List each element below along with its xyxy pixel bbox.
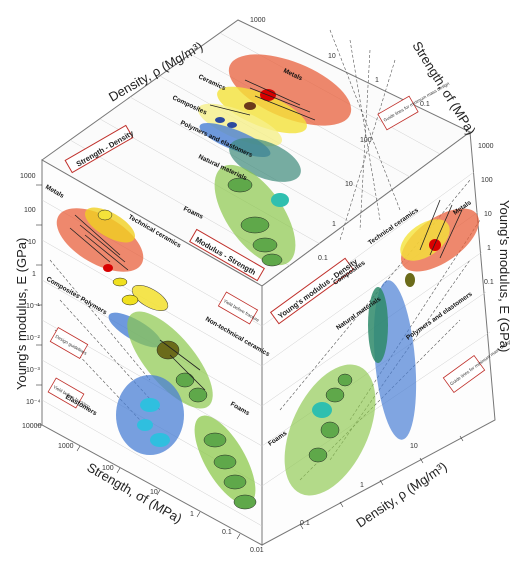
tick-modulus-left-4: 10⁻¹ bbox=[26, 303, 40, 310]
tick-labels: 1000 10 1 0.1 100 10 1 0.1 1000 100 10 1… bbox=[20, 17, 494, 554]
tick-strength-bottom-4: 1 bbox=[190, 511, 194, 518]
tick-density-top-2: 1 bbox=[375, 77, 379, 84]
tick-modulus-right-3: 1 bbox=[487, 245, 491, 252]
tick-modulus-left-7: 10⁻⁴ bbox=[26, 399, 41, 406]
tick-modulus-left-2: 10 bbox=[28, 239, 36, 246]
edge-tick-marks bbox=[36, 184, 464, 540]
tick-modulus-right-4: 0.1 bbox=[484, 279, 494, 286]
metals-bubble-left bbox=[56, 208, 144, 272]
composites-bubble-left bbox=[131, 285, 169, 311]
tick-density-top-3: 0.1 bbox=[420, 101, 430, 108]
left-face-bubbles bbox=[56, 207, 257, 510]
tick-density-top-0: 1000 bbox=[250, 17, 266, 24]
tick-strength-bottom-2: 100 bbox=[102, 465, 114, 472]
tick-modulus-left-6: 10⁻³ bbox=[26, 367, 40, 374]
tick-density-top-1: 10 bbox=[328, 53, 336, 60]
right-face-bubbles bbox=[284, 199, 479, 496]
tick-strength-right-0: 100 bbox=[360, 137, 372, 144]
tick-modulus-right-2: 10 bbox=[484, 211, 492, 218]
tick-modulus-right-1: 100 bbox=[481, 177, 493, 184]
tick-density-bottom-0: 0.1 bbox=[300, 520, 310, 527]
metals-bubble-top bbox=[228, 54, 352, 126]
tick-modulus-left-5: 10⁻² bbox=[26, 335, 40, 342]
tick-strength-right-3: 0.1 bbox=[318, 255, 328, 262]
tech-ceramics-bubble-left bbox=[85, 207, 135, 243]
tick-strength-bottom-0: 10000 bbox=[22, 423, 42, 430]
tick-strength-bottom-1: 1000 bbox=[58, 443, 74, 450]
tick-modulus-left-1: 100 bbox=[24, 207, 36, 214]
ceramics-bubble-top bbox=[217, 86, 307, 134]
tick-density-bottom-2: 10 bbox=[410, 443, 418, 450]
elastomers-bubble-left bbox=[116, 375, 184, 455]
tick-modulus-left-3: 1 bbox=[32, 271, 36, 278]
composites-bubble-top bbox=[197, 103, 283, 147]
tick-modulus-right-0: 1000 bbox=[478, 143, 494, 150]
tick-strength-bottom-6: 0.01 bbox=[250, 547, 264, 554]
axis-modulus-left: Young's modulus, E (GPa) bbox=[14, 238, 29, 390]
axis-modulus-right: Young's modulus, E (GPa) bbox=[497, 200, 510, 352]
tick-strength-bottom-3: 10 bbox=[150, 489, 158, 496]
top-face-bubbles bbox=[197, 54, 352, 267]
natural-bubble-right bbox=[368, 287, 388, 363]
tick-strength-right-1: 10 bbox=[345, 181, 353, 188]
tick-strength-right-2: 1 bbox=[332, 221, 336, 228]
tick-modulus-left-0: 1000 bbox=[20, 173, 36, 180]
tick-density-bottom-1: 1 bbox=[360, 482, 364, 489]
tick-strength-bottom-5: 0.1 bbox=[222, 529, 232, 536]
